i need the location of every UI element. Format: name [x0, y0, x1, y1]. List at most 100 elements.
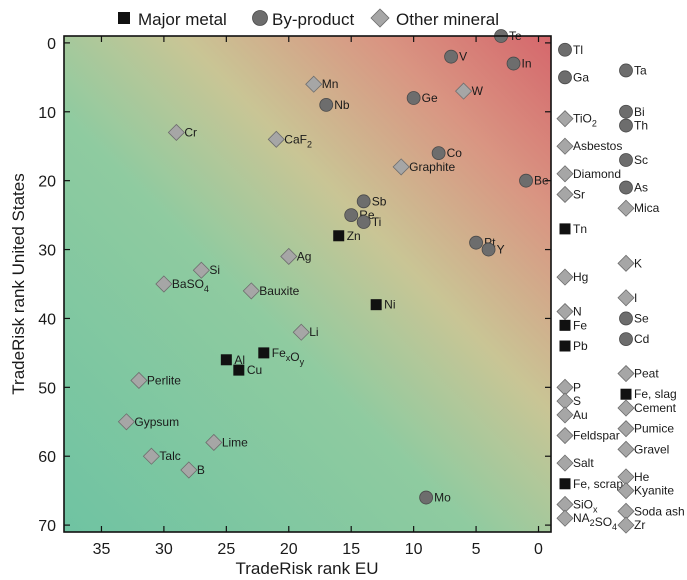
side-label-sr: Sr: [573, 187, 585, 201]
by-product-marker: [356, 215, 371, 229]
point-lime: Lime: [205, 433, 248, 452]
x-tick-label: 0: [534, 541, 543, 558]
side-item-salt: Salt: [556, 454, 594, 472]
side-item-k: K: [617, 254, 642, 272]
side-item-he: He: [617, 468, 650, 486]
side-item-kyanite: Kyanite: [617, 482, 674, 500]
side-marker-diamond: [617, 289, 635, 307]
legend-marker-by-product: [252, 10, 268, 26]
other-mineral-marker: [180, 461, 198, 479]
side-label-bi: Bi: [634, 105, 645, 119]
legend-label-major-metal: Major metal: [138, 10, 227, 29]
point-al: Al: [220, 353, 245, 367]
point-ag: Ag: [280, 247, 312, 266]
side-marker-diamond: [556, 137, 574, 155]
side-item-tio2: TiO2: [556, 110, 597, 129]
point-label-ag: Ag: [297, 249, 312, 263]
side-label-au: Au: [573, 408, 588, 422]
side-marker-circle: [558, 42, 572, 57]
side-item-bi: Bi: [619, 104, 645, 119]
side-label-k: K: [634, 256, 642, 270]
side-item-ta: Ta: [619, 63, 647, 77]
side-label-ga: Ga: [573, 70, 589, 84]
side-label-p: P: [573, 380, 581, 394]
point-label-cu: Cu: [247, 363, 262, 377]
side-marker-square: [559, 478, 571, 490]
side-marker-diamond: [617, 440, 635, 458]
side-marker-diamond: [617, 399, 635, 417]
side-marker-square: [620, 388, 632, 400]
point-graphite: Graphite: [392, 158, 456, 176]
side-label-gravel: Gravel: [634, 442, 669, 456]
point-co: Co: [431, 146, 462, 161]
point-label-li: Li: [309, 325, 318, 339]
side-item-soda-ash: Soda ash: [617, 502, 685, 520]
side-marker-circle: [619, 180, 633, 195]
side-marker-circle: [619, 104, 633, 119]
by-product-marker: [406, 91, 421, 105]
point-label-ge: Ge: [422, 91, 438, 105]
side-item-gravel: Gravel: [617, 440, 669, 458]
point-label-lime: Lime: [222, 435, 248, 449]
point-label-baso4: BaSO4: [172, 277, 209, 294]
side-item-na2so4: NA2SO4: [556, 509, 617, 532]
side-item-hg: Hg: [556, 268, 588, 286]
side-label-pumice: Pumice: [634, 422, 674, 436]
point-mo: Mo: [419, 490, 451, 505]
point-y: Y: [481, 243, 505, 257]
side-item-as: As: [619, 180, 648, 195]
side-marker-diamond: [617, 199, 635, 217]
by-product-marker: [419, 490, 434, 505]
side-item-fe-scrap: Fe, scrap: [559, 477, 623, 491]
side-marker-diamond: [556, 165, 574, 183]
y-tick-label: 70: [38, 518, 56, 535]
side-label-siox: SiOx: [573, 497, 598, 514]
point-label-sb: Sb: [372, 194, 387, 208]
side-label-se: Se: [634, 311, 649, 325]
legend-marker-major-metal: [118, 12, 130, 24]
side-item-i: I: [617, 289, 637, 307]
point-pt: Pt: [469, 236, 496, 250]
side-marker-diamond: [556, 454, 574, 472]
side-label-fe-slag: Fe, slag: [634, 387, 677, 401]
by-product-marker: [506, 56, 521, 71]
side-item-s: S: [556, 392, 581, 410]
side-label-feldspar: Feldspar: [573, 429, 620, 443]
other-mineral-marker: [392, 158, 410, 176]
side-item-au: Au: [556, 406, 588, 424]
side-label-fe: Fe: [573, 318, 587, 332]
side-item-zr: Zr: [617, 516, 645, 534]
point-label-si: Si: [209, 263, 220, 277]
legend-marker-other-mineral: [370, 8, 390, 28]
side-label-as: As: [634, 181, 648, 195]
point-zn: Zn: [333, 229, 361, 243]
side-label-ta: Ta: [634, 63, 647, 77]
side-item-diamond: Diamond: [556, 165, 621, 183]
side-marker-circle: [619, 153, 633, 167]
side-label-th: Th: [634, 119, 648, 133]
point-label-v: V: [459, 50, 467, 64]
x-tick-label: 25: [217, 541, 235, 558]
side-label-sc: Sc: [634, 153, 648, 167]
side-item-n: N: [556, 302, 582, 321]
by-product-marker: [431, 146, 446, 161]
side-label-he: He: [634, 470, 650, 484]
side-item-tn: Tn: [559, 222, 587, 236]
side-item-siox: SiOx: [556, 495, 598, 514]
side-label-asbestos: Asbestos: [573, 139, 622, 153]
point-label-zn: Zn: [347, 229, 361, 243]
x-tick-label: 15: [342, 541, 360, 558]
point-label-al: Al: [234, 353, 245, 367]
other-mineral-marker: [280, 247, 298, 266]
other-mineral-marker: [192, 261, 210, 279]
by-product-marker: [444, 49, 459, 64]
side-marker-diamond: [556, 185, 574, 204]
side-item-tl: Tl: [558, 42, 583, 57]
side-label-kyanite: Kyanite: [634, 484, 674, 498]
point-bauxite: Bauxite: [242, 282, 300, 300]
point-label-caf2: CaF2: [284, 132, 312, 149]
major-metal-marker: [220, 354, 232, 366]
